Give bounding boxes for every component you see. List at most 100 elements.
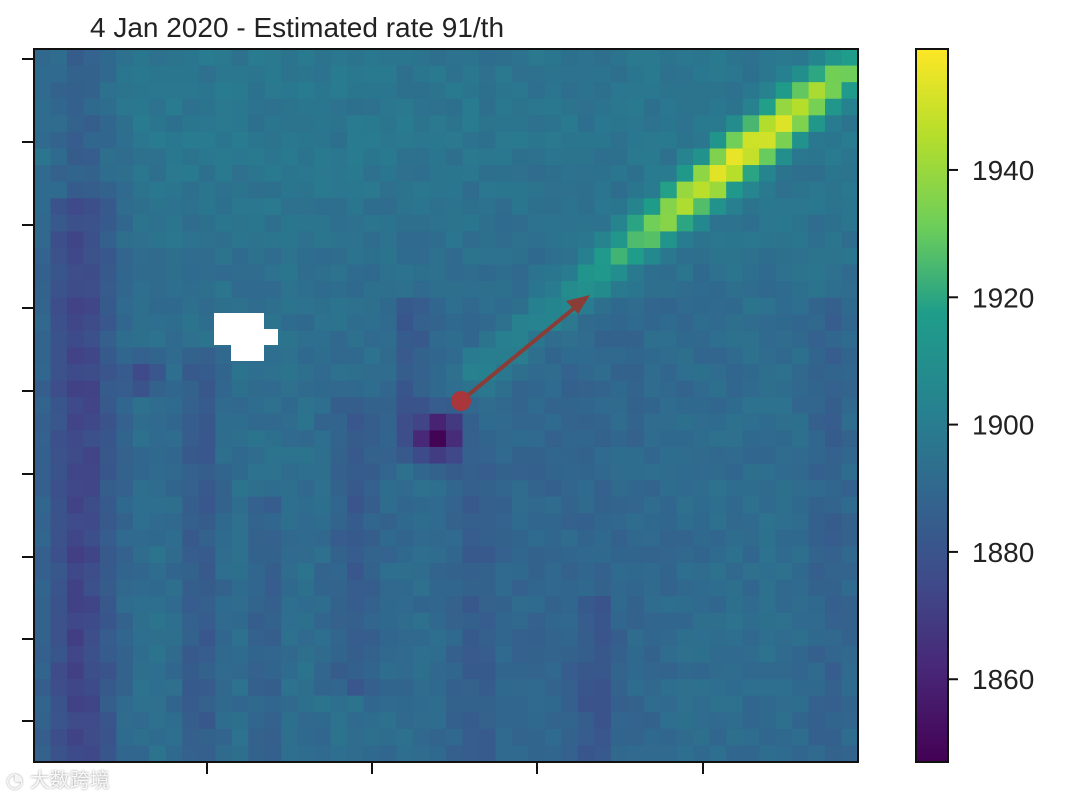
heatmap-cell (495, 513, 513, 531)
heatmap-cell (627, 347, 645, 365)
heatmap-cell (182, 579, 200, 597)
heatmap-cell (363, 347, 381, 365)
heatmap-cell (347, 712, 365, 730)
heatmap-cell (841, 148, 858, 166)
heatmap-cell (347, 612, 365, 630)
heatmap-cell (248, 364, 266, 382)
heatmap-cell (577, 364, 595, 382)
heatmap-cell (347, 214, 365, 232)
heatmap-cell (577, 513, 595, 531)
heatmap-cell (726, 496, 744, 514)
heatmap-cell (132, 629, 150, 647)
heatmap-cell (281, 297, 299, 315)
heatmap-cell (429, 413, 447, 431)
heatmap-cell (429, 264, 447, 282)
heatmap-cell (314, 695, 332, 713)
heatmap-cell (610, 314, 628, 332)
heatmap-cell (182, 214, 200, 232)
heatmap-cell (693, 231, 711, 249)
heatmap-cell (132, 82, 150, 100)
heatmap-cell (660, 695, 678, 713)
heatmap-cell (281, 662, 299, 680)
heatmap-cell (709, 546, 727, 564)
heatmap-cell (165, 612, 183, 630)
heatmap-cell (825, 148, 843, 166)
heatmap-cell (792, 148, 810, 166)
heatmap-cell (396, 695, 414, 713)
heatmap-cell (165, 131, 183, 150)
heatmap-cell (528, 496, 546, 514)
heatmap-cell (231, 380, 249, 398)
heatmap-cell (478, 98, 497, 116)
heatmap-cell (413, 397, 431, 415)
heatmap-cell (363, 397, 381, 415)
heatmap-cell (429, 397, 447, 415)
heatmap-cell (726, 413, 744, 431)
heatmap-cell (495, 397, 513, 415)
heatmap-cell (116, 430, 134, 448)
heatmap-cell (627, 629, 645, 647)
heatmap-cell (478, 496, 497, 514)
heatmap-cell (577, 281, 595, 299)
heatmap-cell (709, 513, 727, 531)
heatmap-cell (693, 529, 711, 548)
heatmap-cell (116, 745, 134, 762)
heatmap-cell (198, 596, 216, 614)
heatmap-cell (577, 463, 595, 481)
heatmap-cell (775, 612, 793, 630)
heatmap-cell (363, 645, 381, 664)
heatmap-cell (198, 364, 216, 382)
heatmap-cell (775, 380, 793, 398)
heatmap-cell (775, 463, 793, 481)
heatmap-cell (693, 165, 711, 183)
heatmap-cell (264, 231, 282, 249)
heatmap-cell (215, 297, 233, 315)
heatmap-cell (50, 513, 68, 531)
heatmap-cell (314, 480, 332, 498)
heatmap-cell (561, 679, 579, 697)
heatmap-cell (478, 65, 497, 83)
heatmap-cell (841, 430, 858, 448)
heatmap-cell (248, 728, 266, 747)
heatmap-cell (841, 496, 858, 514)
heatmap-cell (792, 364, 810, 382)
heatmap-cell (478, 181, 497, 199)
heatmap-cell (215, 679, 233, 697)
heatmap-cell (676, 728, 694, 747)
heatmap-cell (429, 712, 447, 730)
heatmap-cell (165, 214, 183, 232)
heatmap-cell (231, 115, 249, 133)
heatmap-cell (83, 513, 101, 531)
heatmap-cell (610, 645, 628, 664)
heatmap-cell (116, 662, 134, 680)
heatmap-cell (132, 131, 150, 150)
heatmap-cell (429, 430, 447, 448)
heatmap-cell (808, 513, 826, 531)
heatmap-cell (561, 645, 579, 664)
heatmap-cell (83, 645, 101, 664)
heatmap-cell (66, 347, 85, 365)
heatmap-cell (544, 264, 562, 282)
heatmap-cell (627, 662, 645, 680)
heatmap-cell (544, 662, 562, 680)
heatmap-cell (528, 430, 546, 448)
heatmap-cell (478, 629, 497, 647)
heatmap-cell (429, 728, 447, 747)
heatmap-cell (808, 679, 826, 697)
heatmap-cell (165, 645, 183, 664)
heatmap-cell (660, 596, 678, 614)
heatmap-cell (83, 728, 101, 747)
heatmap-cell (132, 745, 150, 762)
heatmap-cell (34, 579, 52, 597)
heatmap-cell (775, 115, 793, 133)
heatmap-cell (759, 679, 777, 697)
heatmap-cell (314, 413, 332, 431)
heatmap-cell (561, 546, 579, 564)
heatmap-cell (841, 165, 858, 183)
heatmap-cell (577, 264, 595, 282)
heatmap-cell (66, 82, 85, 100)
heatmap-cell (742, 264, 760, 282)
heatmap-cell (544, 745, 562, 762)
heatmap-cell (594, 330, 612, 349)
heatmap-cell (132, 413, 150, 431)
